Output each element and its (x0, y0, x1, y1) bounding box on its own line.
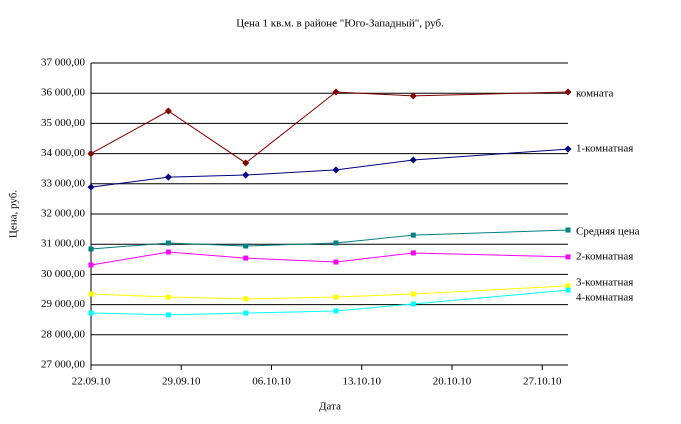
marker (87, 150, 95, 158)
marker (243, 243, 249, 249)
marker (410, 232, 416, 238)
y-tick-label: 37 000,00 (41, 57, 86, 69)
marker (88, 291, 94, 297)
legend-label: комната (576, 88, 613, 100)
marker (165, 249, 171, 255)
marker (242, 159, 250, 167)
marker (243, 296, 249, 302)
y-tick-label: 30 000,00 (41, 268, 86, 280)
marker (332, 166, 340, 174)
marker (410, 250, 416, 256)
marker (88, 262, 94, 268)
marker (565, 283, 571, 289)
series-line (90, 148, 569, 188)
marker (565, 227, 571, 233)
series-line (90, 285, 569, 300)
marker (243, 255, 249, 261)
marker (409, 156, 417, 164)
marker (565, 287, 571, 293)
x-tick-label: 22.09.10 (72, 376, 111, 388)
x-tick-label: 27.10.10 (523, 376, 562, 388)
marker (164, 107, 172, 115)
legend-label: 1-комнатная (576, 143, 633, 155)
y-tick-label: 36 000,00 (41, 87, 86, 99)
marker (165, 240, 171, 246)
marker (333, 308, 339, 314)
marker (88, 310, 94, 316)
y-tick-label: 34 000,00 (41, 147, 86, 159)
y-tick-label: 35 000,00 (41, 117, 86, 129)
y-tick-label: 28 000,00 (41, 328, 86, 340)
marker (410, 301, 416, 307)
marker (165, 312, 171, 318)
marker (243, 310, 249, 316)
legend-label: 4-комнатная (576, 292, 633, 304)
marker (332, 88, 340, 96)
legend-label: 3-комнатная (576, 276, 633, 288)
x-tick-label: 06.10.10 (252, 376, 291, 388)
marker (242, 171, 250, 179)
series-line (90, 91, 569, 164)
marker (410, 291, 416, 297)
y-tick-label: 33 000,00 (41, 177, 86, 189)
marker (565, 254, 571, 260)
x-tick-label: 20.10.10 (433, 376, 472, 388)
x-tick-label: 13.10.10 (342, 376, 381, 388)
x-axis-label: Дата (319, 401, 341, 413)
marker (333, 259, 339, 265)
x-tick-label: 29.09.10 (162, 376, 201, 388)
y-tick-label: 32 000,00 (41, 208, 86, 220)
marker (333, 294, 339, 300)
marker (165, 294, 171, 300)
y-tick-label: 29 000,00 (41, 298, 86, 310)
series-line (90, 251, 569, 266)
marker (564, 88, 572, 96)
marker (87, 183, 95, 191)
y-tick-label: 31 000,00 (41, 238, 86, 250)
legend-label: 2-комнатная (576, 250, 633, 262)
y-tick-label: 27 000,00 (41, 359, 86, 371)
marker (88, 246, 94, 252)
marker (564, 145, 572, 153)
chart-title: Цена 1 кв.м. в районе "Юго-Западный", ру… (236, 18, 444, 30)
marker (164, 173, 172, 181)
y-axis-label: Цена, руб. (8, 190, 20, 238)
series-line (90, 229, 569, 250)
marker (409, 92, 417, 100)
series-line (90, 289, 569, 316)
marker (333, 240, 339, 246)
legend-label: Средняя цена (576, 226, 640, 238)
